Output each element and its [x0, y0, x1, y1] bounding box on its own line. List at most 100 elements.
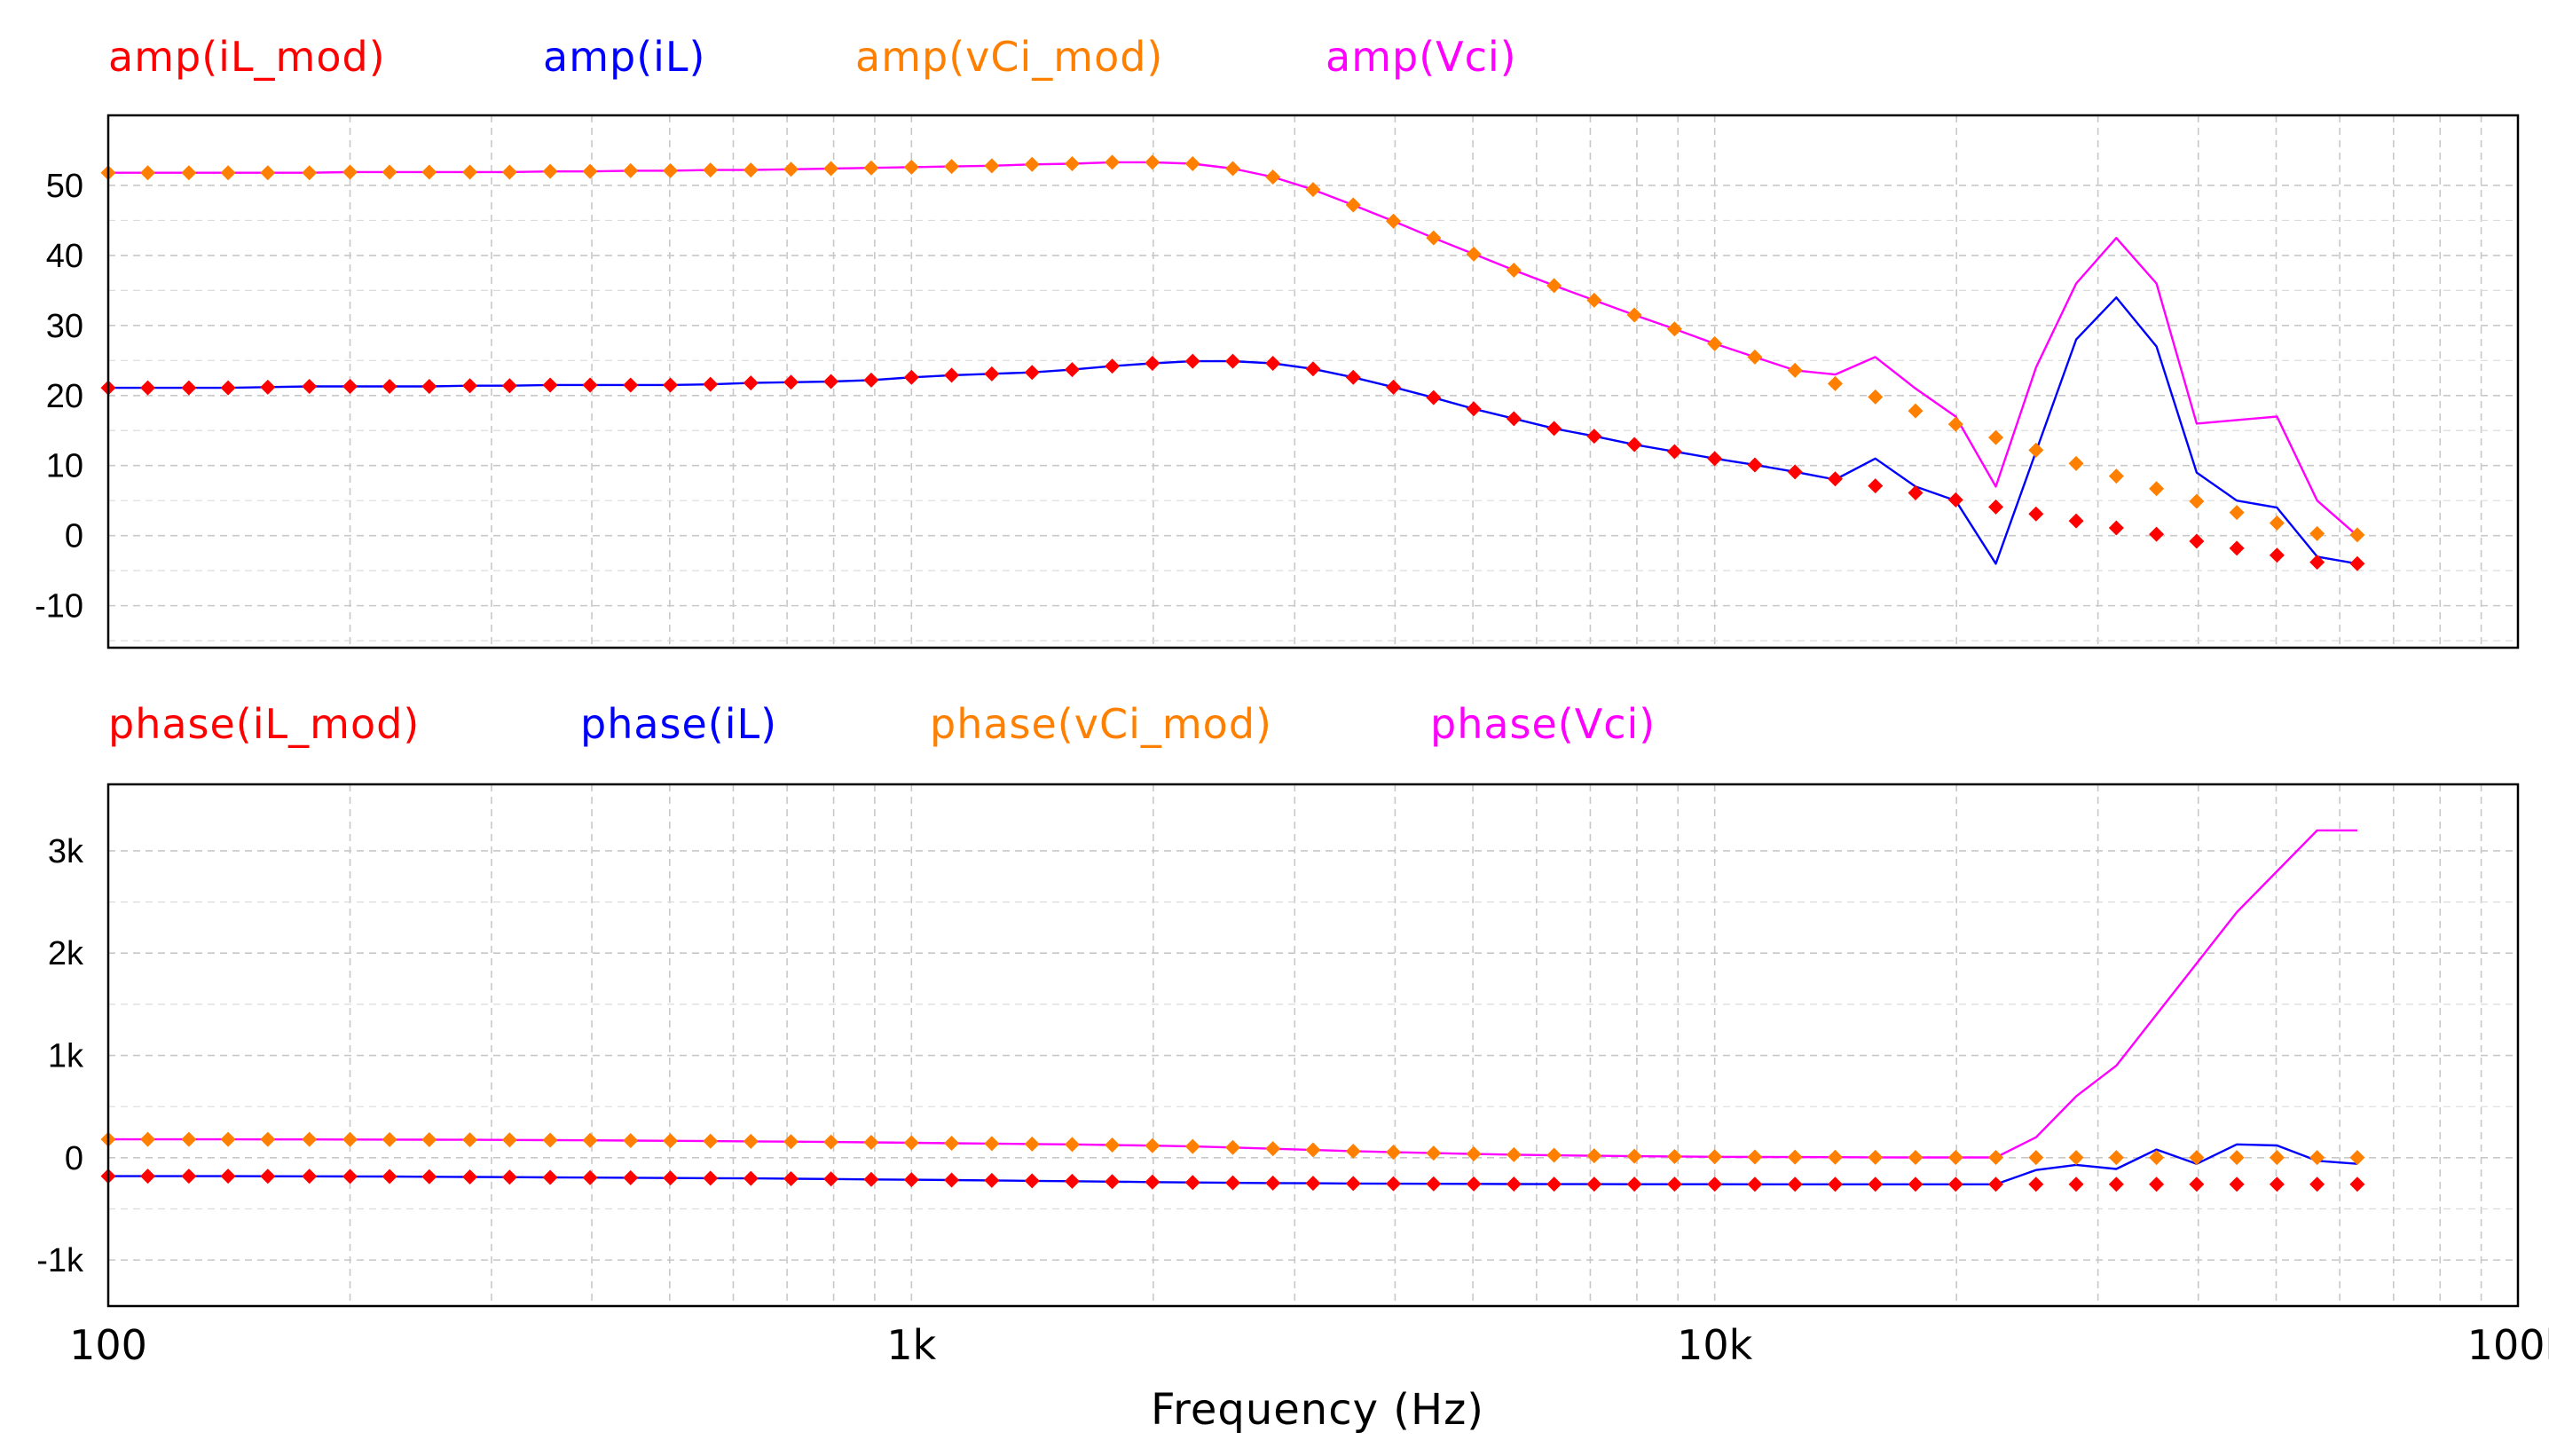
series-marker — [743, 375, 759, 391]
series-marker — [1466, 1176, 1482, 1192]
series-marker — [1305, 1176, 1321, 1192]
series-marker — [863, 1171, 879, 1187]
y-tick-label: 50 — [46, 168, 83, 205]
series-marker — [2189, 533, 2205, 549]
series-marker — [2068, 1177, 2084, 1192]
series-marker — [140, 1169, 156, 1184]
series-marker — [1466, 246, 1482, 262]
series-marker — [1707, 1177, 1723, 1192]
series-marker — [1666, 321, 1682, 337]
series-marker — [623, 162, 639, 178]
series-marker — [743, 1170, 759, 1186]
phase-gridlines — [108, 784, 2518, 1306]
series-marker — [542, 163, 558, 179]
y-tick-label: 0 — [65, 518, 83, 555]
series-marker — [863, 1135, 879, 1151]
series-marker — [1908, 1177, 1924, 1192]
series-marker — [1868, 1177, 1884, 1192]
series-line-amp-Vci- — [108, 161, 2358, 537]
x-axis-title: Frequency (Hz) — [1151, 1385, 1484, 1435]
series-marker — [1305, 1142, 1321, 1158]
y-tick-label: 0 — [65, 1140, 83, 1177]
series-marker — [2349, 1150, 2365, 1166]
series-marker — [1265, 1141, 1281, 1157]
x-tick-label: 100 — [69, 1321, 147, 1369]
series-marker — [582, 1132, 598, 1148]
series-marker — [2349, 527, 2365, 543]
series-marker — [421, 164, 437, 180]
series-marker — [1707, 451, 1723, 467]
series-marker — [2309, 525, 2325, 541]
series-marker — [1787, 1149, 1803, 1165]
series-marker — [2189, 493, 2205, 509]
series-marker — [220, 380, 236, 396]
series-marker — [542, 1169, 558, 1185]
series-marker — [1386, 213, 1402, 229]
series-marker — [342, 1169, 358, 1184]
series-marker — [623, 377, 639, 393]
series-marker — [1386, 379, 1402, 395]
series-marker — [1827, 471, 1843, 487]
series-marker — [1988, 1149, 2004, 1165]
series-marker — [783, 374, 799, 390]
series-marker — [1988, 499, 2004, 515]
series-marker — [1345, 369, 1361, 385]
y-tick-label: 20 — [46, 378, 83, 415]
series-marker — [2189, 1177, 2205, 1192]
series-marker — [2189, 1150, 2205, 1166]
series-marker — [1747, 457, 1763, 473]
series-marker — [2269, 515, 2285, 531]
series-marker — [501, 1169, 517, 1185]
x-tick-label: 10k — [1677, 1321, 1753, 1369]
series-marker — [181, 1131, 197, 1147]
series-marker — [260, 1169, 276, 1184]
series-marker — [863, 372, 879, 388]
series-marker — [2028, 1177, 2044, 1192]
series-marker — [382, 379, 397, 395]
series-marker — [823, 1171, 839, 1187]
series-marker — [582, 377, 598, 393]
series-marker — [1386, 1176, 1402, 1192]
series-marker — [1586, 292, 1602, 308]
series-marker — [1666, 1177, 1682, 1192]
series-marker — [2028, 1150, 2044, 1166]
series-marker — [1947, 1149, 1963, 1165]
series-marker — [1426, 390, 1442, 405]
series-marker — [382, 1169, 397, 1184]
series-marker — [1145, 1174, 1160, 1190]
series-marker — [342, 1131, 358, 1147]
series-marker — [1908, 485, 1924, 501]
x-tick-label: 1k — [886, 1321, 936, 1369]
series-marker — [1908, 403, 1924, 419]
series-marker — [220, 1131, 236, 1147]
legend-phase-vCi-mod: phase(vCi_mod) — [930, 700, 1272, 748]
series-marker — [2149, 526, 2165, 542]
series-marker — [1546, 421, 1562, 437]
series-marker — [1426, 1176, 1442, 1192]
series-marker — [382, 1131, 397, 1147]
series-marker — [1265, 355, 1281, 371]
series-marker — [2349, 1177, 2365, 1192]
series-marker — [1666, 1148, 1682, 1164]
series-marker — [944, 367, 960, 383]
series-marker — [462, 378, 478, 394]
series-marker — [1506, 411, 1522, 427]
legend-phase-iL: phase(iL) — [580, 700, 777, 748]
series-marker — [2149, 1177, 2165, 1192]
series-marker — [984, 1136, 1000, 1152]
series-marker — [984, 1172, 1000, 1188]
series-marker — [1947, 1177, 1963, 1192]
series-marker — [181, 1169, 197, 1184]
series-marker — [2108, 468, 2124, 484]
series-marker — [903, 369, 919, 385]
series-marker — [1747, 1149, 1763, 1165]
series-marker — [903, 1135, 919, 1151]
series-marker — [1506, 262, 1522, 278]
series-marker — [823, 1134, 839, 1150]
series-marker — [1064, 155, 1080, 171]
series-marker — [663, 1133, 679, 1149]
legend-amp-iL-mod: amp(iL_mod) — [108, 33, 386, 81]
series-marker — [1345, 1176, 1361, 1192]
series-marker — [181, 380, 197, 396]
series-marker — [2108, 1150, 2124, 1166]
